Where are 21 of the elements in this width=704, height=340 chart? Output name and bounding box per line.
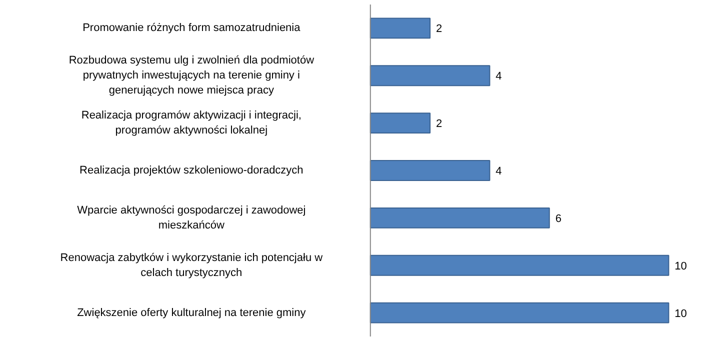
- y-tick-label: Realizacja projektów szkoleniowo-doradczych: [80, 164, 304, 176]
- bar: [370, 254, 670, 276]
- data-label: 10: [674, 308, 687, 320]
- y-tick-label: Wparcie aktywności gospodarczej i zawodowej mieszkańców: [77, 204, 306, 232]
- data-label: 2: [436, 23, 442, 36]
- bar: [370, 160, 490, 181]
- data-label: 4: [496, 166, 502, 178]
- bar: [370, 207, 550, 228]
- data-label: 4: [496, 70, 502, 83]
- data-label: 6: [555, 212, 562, 225]
- y-tick-label: Rozbudowa systemu ulg i zwolnień dla podmiotów prywatnych inwestujących na terenie gminy i generujących nowe miejsca pracy: [68, 54, 314, 97]
- bar: [370, 112, 431, 134]
- data-label: 10: [674, 260, 687, 272]
- y-tick-label: Renowacja zabytków i wykorzystanie ich potencjału w celach turystycznych: [60, 252, 323, 279]
- bar: [370, 65, 490, 86]
- y-tick-label: Promowanie różnych form samozatrudnienia: [82, 22, 302, 34]
- y-tick-label: Realizacja programów aktywizacji i integracji, programów aktywności lokalnej: [81, 110, 302, 137]
- data-label: 2: [436, 118, 442, 130]
- bar: [370, 18, 431, 39]
- bar: [370, 302, 670, 324]
- y-tick-label: Zwiększenie oferty kulturalnej na terenie gminy: [77, 306, 306, 319]
